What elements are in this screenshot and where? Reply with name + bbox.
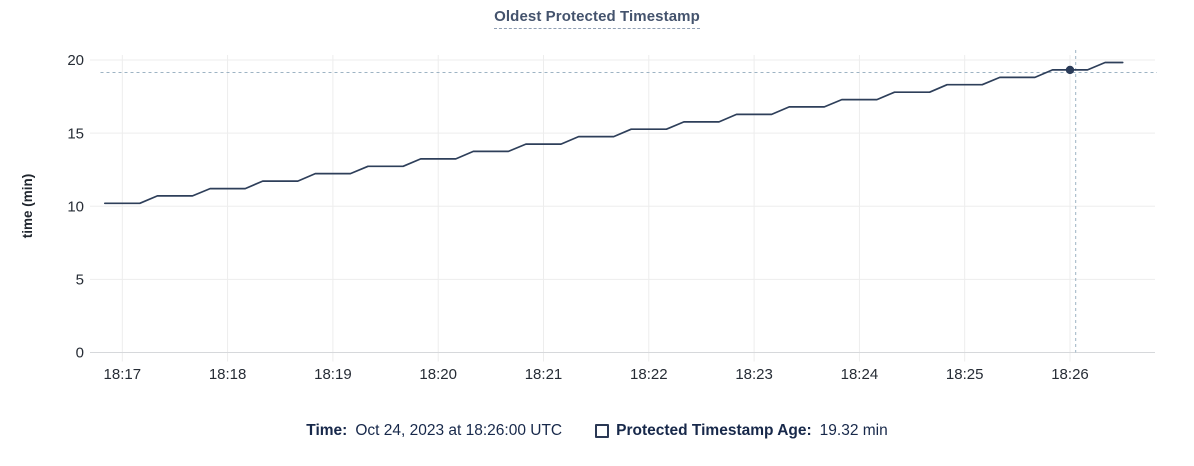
hover-time-value: Oct 24, 2023 at 18:26:00 UTC xyxy=(355,422,563,439)
y-tick-label: 0 xyxy=(76,345,84,362)
x-tick-label: 18:21 xyxy=(525,366,563,383)
line-chart-plot-area[interactable]: 18:17 18:18 18:19 18:20 18:21 18:22 18:23 18:24… xyxy=(0,0,1194,394)
hover-data-point xyxy=(1065,65,1075,75)
series-value: 19.32 min xyxy=(819,422,888,439)
chart-title[interactable]: Oldest Protected Timestamp xyxy=(494,8,700,29)
legend-item-protected-timestamp-age[interactable]: Protected Timestamp Age: 19.32 min xyxy=(595,421,888,441)
x-tick-label: 18:26 xyxy=(1051,366,1089,383)
x-tick-label: 18:23 xyxy=(735,366,773,383)
hover-time-label: Time: xyxy=(306,422,348,439)
x-tick-label: 18:17 xyxy=(104,366,142,383)
series-toggle-checkbox[interactable] xyxy=(595,424,610,438)
y-tick-label: 20 xyxy=(67,52,84,69)
y-axis-label: time (min) xyxy=(20,174,35,239)
chart-header: Oldest Protected Timestamp xyxy=(0,8,1194,29)
chart-hover-legend: Time: Oct 24, 2023 at 18:26:00 UTC Prote… xyxy=(0,421,1194,441)
x-tick-label: 18:25 xyxy=(946,366,984,383)
protected-timestamp-age-line xyxy=(103,61,1124,205)
series-label: Protected Timestamp Age: xyxy=(616,422,812,439)
y-tick-label: 15 xyxy=(67,125,84,142)
x-tick-label: 18:24 xyxy=(841,366,879,383)
x-tick-label: 18:22 xyxy=(630,366,668,383)
x-tick-label: 18:19 xyxy=(314,366,352,383)
x-tick-label: 18:18 xyxy=(209,366,247,383)
y-tick-label: 10 xyxy=(67,198,84,215)
y-tick-label: 5 xyxy=(76,272,84,289)
x-tick-label: 18:20 xyxy=(419,366,457,383)
